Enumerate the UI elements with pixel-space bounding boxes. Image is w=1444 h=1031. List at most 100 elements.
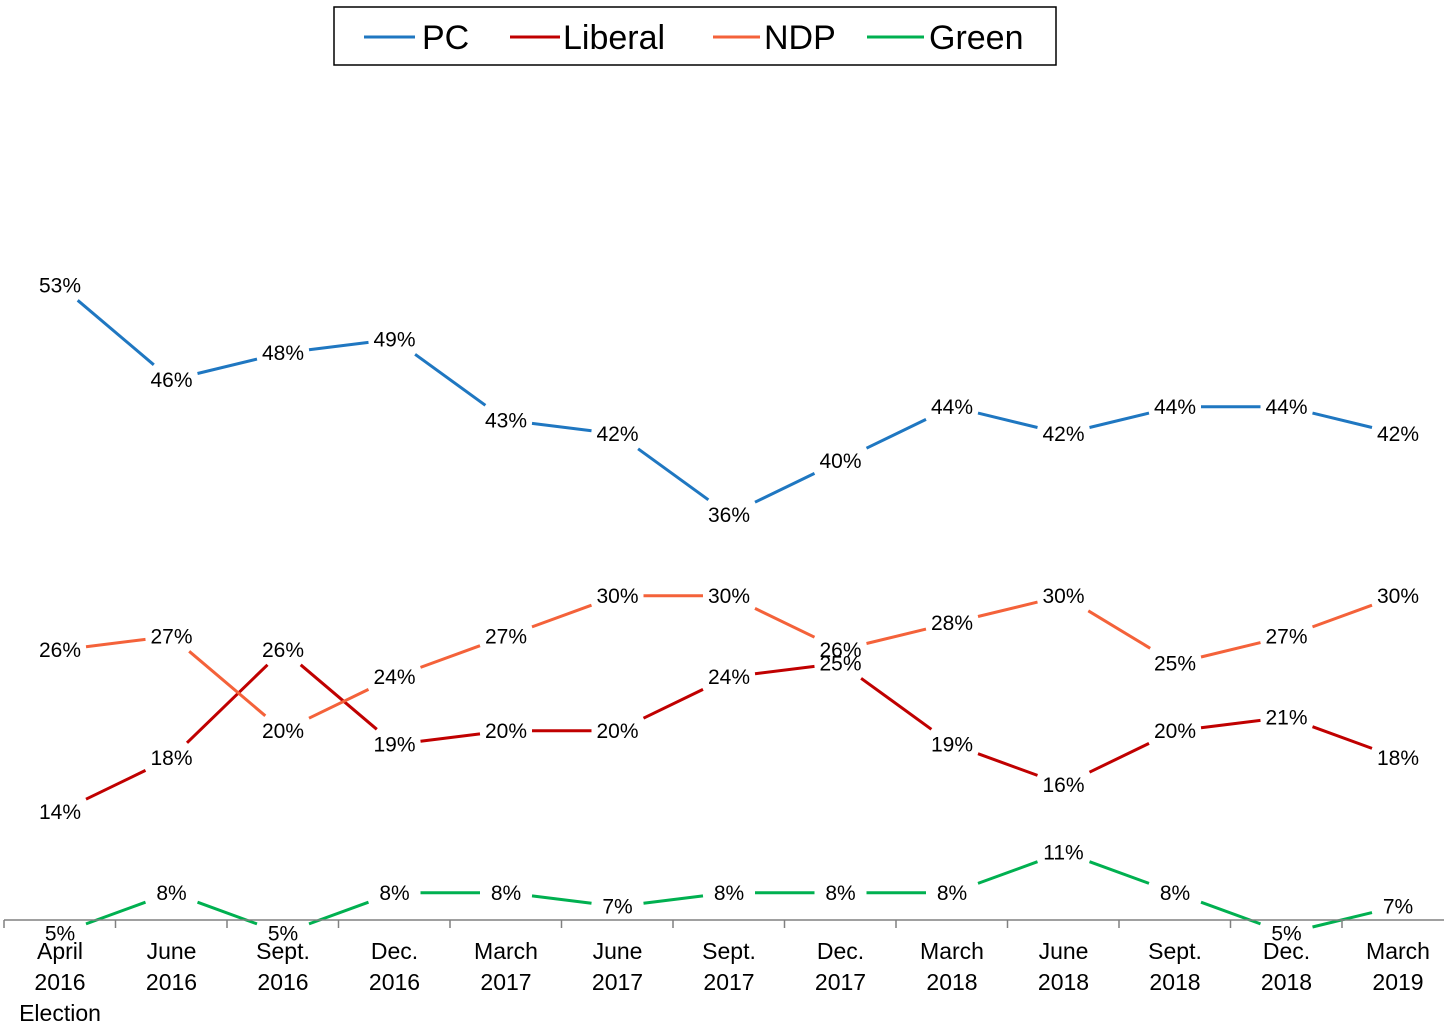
x-axis: April 2016 Election June 2016 Sept. 2016 Dec. 20… bbox=[3, 919, 1444, 1026]
data-label-liberal-3: 26% bbox=[262, 639, 304, 662]
series-line-pc-segment-1 bbox=[76, 299, 155, 366]
x-tick-label-13: March 2019 bbox=[1366, 938, 1430, 995]
x-tick-label-line: 2018 bbox=[1261, 969, 1312, 995]
data-label-liberal-2: 18% bbox=[150, 747, 192, 770]
data-label-ndp-12: 27% bbox=[1265, 625, 1307, 648]
x-tick-label-5: March 2017 bbox=[474, 938, 538, 995]
data-label-ndp-8: 26% bbox=[819, 639, 861, 662]
data-label-ndp-10: 30% bbox=[1042, 585, 1084, 608]
x-tick-label-2: June 2016 bbox=[146, 938, 197, 995]
x-tick-label-1: April 2016 Election bbox=[19, 938, 101, 1026]
data-label-pc-9: 44% bbox=[931, 396, 973, 419]
data-label-pc-1: 53% bbox=[39, 274, 81, 297]
data-label-green-4: 8% bbox=[379, 882, 409, 905]
series-line-pc-segment-10 bbox=[1089, 411, 1150, 429]
chart-legend: PC Liberal NDP Green bbox=[333, 6, 1057, 66]
series-line-liberal-segment-7 bbox=[754, 664, 815, 676]
series-line-ndp-segment-5 bbox=[531, 603, 593, 629]
series-line-liberal-segment-8 bbox=[860, 677, 933, 731]
series-line-liberal-segment-3 bbox=[299, 663, 378, 731]
series-line-pc-segment-12 bbox=[1312, 411, 1373, 429]
data-label-ndp-11: 25% bbox=[1154, 652, 1196, 675]
series-line-green-segment-6 bbox=[643, 894, 704, 905]
series-line-liberal-segment-10 bbox=[1088, 742, 1150, 774]
x-tick-label-line: 2018 bbox=[1038, 969, 1089, 995]
data-label-green-2: 8% bbox=[156, 882, 186, 905]
legend-label-liberal: Liberal bbox=[563, 19, 665, 57]
series-line-liberal-segment-11 bbox=[1200, 718, 1261, 730]
x-tick-label-line: Dec. bbox=[371, 938, 418, 964]
series-line-pc-segment-7 bbox=[754, 472, 816, 504]
data-label-green-12: 5% bbox=[1271, 922, 1301, 945]
data-label-ndp-6: 30% bbox=[596, 585, 638, 608]
x-tick-label-7: Sept. 2017 bbox=[702, 938, 756, 995]
x-tick-label-3: Sept. 2016 bbox=[256, 938, 310, 995]
legend-label-green: Green bbox=[929, 19, 1024, 57]
data-label-green-8: 8% bbox=[825, 882, 855, 905]
data-label-liberal-8: 25% bbox=[819, 652, 861, 675]
series-line-pc-segment-2 bbox=[197, 357, 258, 375]
series-line-liberal-segment-9 bbox=[977, 752, 1039, 777]
data-label-green-5: 8% bbox=[491, 882, 521, 905]
data-label-green-9: 8% bbox=[937, 882, 967, 905]
data-labels: 53% 46% 48% 49% 43% 42% 36% 40% 44% 42% 44% 44% 42% 1… bbox=[39, 274, 1419, 945]
data-label-green-3: 5% bbox=[268, 922, 298, 945]
x-tick-label-line: March bbox=[1366, 938, 1430, 964]
data-label-green-11: 8% bbox=[1160, 882, 1190, 905]
series-line-ndp-segment-3 bbox=[308, 688, 370, 720]
x-tick-label-line: Sept. bbox=[1148, 938, 1202, 964]
x-tick-label-line: 2017 bbox=[815, 969, 866, 995]
series-line-ndp-segment-11 bbox=[1200, 641, 1261, 659]
series-line-ndp-segment-10 bbox=[1087, 609, 1151, 650]
x-tick-label-line: Dec. bbox=[1263, 938, 1310, 964]
x-tick-label-4: Dec. 2016 bbox=[369, 938, 420, 995]
series-line-liberal-segment-4 bbox=[420, 732, 481, 743]
series-line-ndp-segment-9 bbox=[977, 600, 1038, 618]
series-line-ndp-segment-12 bbox=[1311, 603, 1373, 629]
x-tick-label-line: 2016 bbox=[257, 969, 308, 995]
x-tick-label-6: June 2017 bbox=[592, 938, 643, 995]
x-tick-label-line: 2019 bbox=[1372, 969, 1423, 995]
x-tick-label-line: June bbox=[147, 938, 197, 964]
data-label-pc-11: 44% bbox=[1154, 396, 1196, 419]
series-line-green-segment-5 bbox=[531, 894, 592, 905]
data-label-ndp-7: 30% bbox=[708, 585, 750, 608]
data-label-green-6: 7% bbox=[602, 895, 632, 918]
x-tick-label-12: Dec. 2018 bbox=[1261, 938, 1312, 995]
data-label-pc-8: 40% bbox=[819, 450, 861, 473]
data-label-ndp-3: 20% bbox=[262, 720, 304, 743]
data-label-pc-5: 43% bbox=[485, 409, 527, 432]
series-line-pc-segment-5 bbox=[531, 421, 592, 433]
data-label-liberal-1: 14% bbox=[39, 801, 81, 824]
x-tick-label-line: June bbox=[1039, 938, 1089, 964]
data-label-liberal-10: 16% bbox=[1042, 774, 1084, 797]
legend-label-ndp: NDP bbox=[764, 19, 836, 57]
data-label-pc-6: 42% bbox=[596, 423, 638, 446]
x-tick-label-line: Election bbox=[19, 1000, 101, 1026]
data-label-liberal-6: 20% bbox=[596, 720, 638, 743]
data-label-liberal-9: 19% bbox=[931, 733, 973, 756]
series-line-pc-segment-8 bbox=[865, 418, 927, 450]
legend-label-pc: PC bbox=[422, 19, 469, 57]
series-line-liberal-segment-12 bbox=[1311, 725, 1373, 750]
series-line-ndp-segment-8 bbox=[866, 627, 927, 645]
data-label-pc-10: 42% bbox=[1042, 423, 1084, 446]
x-tick-label-line: 2018 bbox=[926, 969, 977, 995]
series-line-liberal-segment-6 bbox=[642, 688, 704, 720]
data-label-ndp-13: 30% bbox=[1377, 585, 1419, 608]
data-label-liberal-4: 19% bbox=[373, 733, 415, 756]
series-line-pc-segment-6 bbox=[637, 447, 710, 502]
data-label-pc-13: 42% bbox=[1377, 423, 1419, 446]
x-tick-label-line: 2016 bbox=[369, 969, 420, 995]
series-line-liberal-segment-2 bbox=[185, 663, 269, 744]
data-label-green-10: 11% bbox=[1043, 841, 1083, 864]
data-label-ndp-1: 26% bbox=[39, 639, 81, 662]
x-tick-label-10: June 2018 bbox=[1038, 938, 1089, 995]
data-label-green-7: 8% bbox=[714, 882, 744, 905]
x-tick-label-line: 2017 bbox=[592, 969, 643, 995]
series-line-liberal-segment-1 bbox=[85, 769, 147, 801]
x-tick-label-line: 2016 bbox=[146, 969, 197, 995]
x-tick-label-line: June bbox=[593, 938, 643, 964]
